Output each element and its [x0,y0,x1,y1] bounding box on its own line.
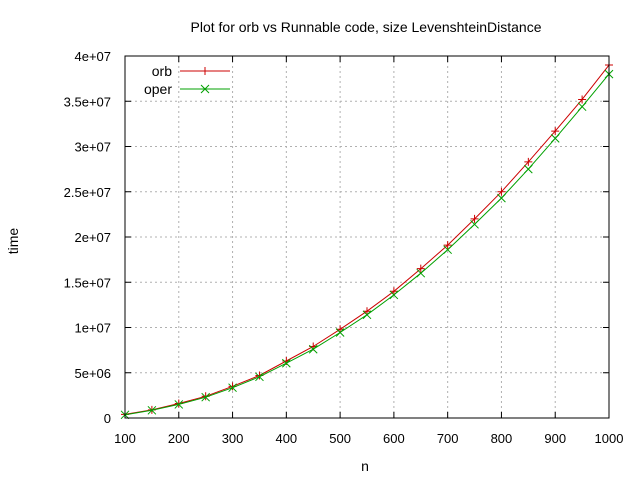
y-tick-label: 2.5e+07 [64,185,111,200]
y-tick-label: 5e+06 [74,366,111,381]
x-tick-label: 1000 [595,431,624,446]
data-point-oper [550,134,560,143]
data-point-oper [443,245,453,255]
data-point-orb [524,157,533,166]
data-point-orb [551,127,560,136]
y-tick-label: 0 [104,411,111,426]
series-lines [120,61,614,420]
legend-label-oper: oper [144,81,172,97]
data-point-orb [416,264,425,273]
data-point-oper [389,290,399,300]
y-tick-label: 1e+07 [74,321,111,336]
data-point-oper [228,383,237,393]
data-point-oper [362,310,372,320]
x-tick-label: 800 [491,431,513,446]
legend-marker-oper [200,84,210,94]
y-tick-label: 2e+07 [74,230,111,245]
data-point-oper [470,219,479,229]
x-axis-label: n [361,458,369,474]
legend-marker-orb [201,67,209,75]
y-axis-label: time [5,228,21,255]
axis-ticks: 100 200 300 400 500 600 700 800 900 1000 0 5e+06 1e+… [64,49,624,446]
x-tick-label: 200 [168,431,190,446]
grid [124,55,610,419]
y-tick-label: 3.5e+07 [64,94,111,109]
x-tick-label: 600 [383,431,405,446]
data-point-orb [497,187,506,196]
data-point-orb [389,287,398,296]
series-line-oper [124,73,610,416]
plot-frame [124,55,610,419]
x-tick-label: 500 [329,431,351,446]
y-tick-label: 1.5e+07 [64,275,111,290]
legend-label-orb: orb [152,63,172,79]
series-line-orb [124,64,610,415]
data-point-orb [363,307,371,316]
data-point-oper [201,392,211,402]
data-point-oper [174,400,184,409]
x-tick-label: 400 [275,431,297,446]
data-point-oper [335,328,345,337]
data-point-oper [147,405,157,415]
chart-title: Plot for orb vs Runnable code, size Leve… [191,19,542,35]
data-point-oper [416,268,426,278]
data-point-orb [443,241,452,250]
data-point-oper [308,344,318,354]
data-point-oper [255,372,264,382]
y-tick-label: 3e+07 [74,140,111,155]
legend: orb oper [144,63,230,97]
data-point-orb [578,95,587,104]
x-tick-label: 300 [222,431,244,446]
data-point-oper [281,358,291,368]
data-point-oper [523,164,533,174]
x-tick-label: 900 [544,431,566,446]
data-point-oper [577,102,587,112]
x-tick-label: 100 [114,431,136,446]
data-point-oper [497,193,506,203]
data-point-orb [470,214,479,223]
x-tick-label: 700 [437,431,459,446]
y-tick-label: 4e+07 [74,49,111,64]
